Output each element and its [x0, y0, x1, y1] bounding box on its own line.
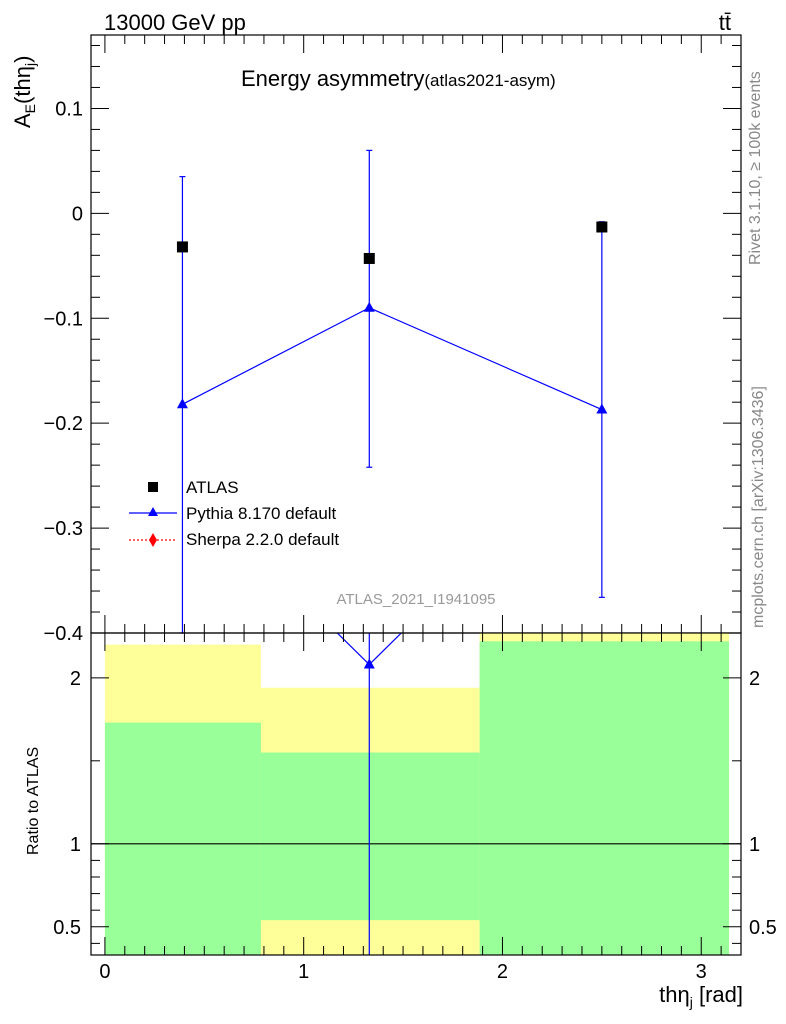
x-tick-label: 1 [298, 961, 309, 983]
main-y-tick-label: 0.1 [55, 98, 83, 120]
pythia-point [596, 403, 608, 414]
chart-title: Energy asymmetry(atlas2021-asym) [241, 66, 556, 91]
ratio-inner-band [479, 641, 730, 955]
main-y-tick-label: 0 [72, 203, 83, 225]
x-axis-label: thηj [rad] [659, 982, 743, 1010]
pythia-ratio-line [368, 632, 402, 665]
legend-entry-atlas: ATLAS [148, 478, 239, 497]
x-tick-label: 0 [99, 961, 110, 983]
main-y-tick-label: −0.3 [44, 518, 83, 540]
pythia-ratio-point [363, 658, 375, 669]
ratio-axis-ticks [91, 633, 742, 955]
main-panel: 0.1 0 −0.1 −0.2 −0.3 −0.4 Energy asymmetry(at… [10, 34, 742, 645]
ratio-y-tick-label-left: 2 [70, 668, 81, 690]
pythia-point [176, 398, 188, 409]
atlas-point [176, 241, 188, 253]
legend-label-sherpa: Sherpa 2.2.0 default [186, 530, 339, 549]
legend-label-pythia: Pythia 8.170 default [186, 504, 337, 523]
legend-triangle-marker [148, 507, 158, 516]
pythia-ratio-line [336, 632, 370, 665]
legend-square-marker [148, 482, 158, 492]
ratio-data-marks [91, 632, 741, 955]
ratio-y-tick-label-left: 1 [70, 834, 81, 856]
x-tick-label: 2 [497, 961, 508, 983]
rivet-label: Rivet 3.1.10, ≥ 100k events [747, 71, 764, 265]
legend-label-atlas: ATLAS [186, 478, 239, 497]
legend-entry-pythia: Pythia 8.170 default [129, 504, 337, 523]
ratio-bands [104, 633, 730, 955]
legend: ATLAS Pythia 8.170 default Sherpa 2.2.0 … [129, 478, 339, 549]
analysis-watermark: ATLAS_2021_I1941095 [336, 591, 495, 608]
ratio-inner-band [260, 752, 480, 921]
main-y-tick-label: −0.1 [44, 308, 83, 330]
pythia-line [182, 307, 603, 411]
main-y-tick-label: −0.4 [44, 623, 83, 645]
legend-diamond-marker [149, 533, 157, 547]
ratio-y-tick-label-right: 1 [749, 834, 760, 856]
main-y-axis-label: AE(thηj) [10, 56, 38, 128]
x-tick-labels: 0 1 2 3 [99, 961, 706, 983]
ratio-panel: 0.5 0.5 1 1 2 2 0 1 2 3 Ratio to ATLAS thηj [rad… [25, 632, 777, 1010]
pythia-point [363, 301, 375, 312]
energy-label: 13000 GeV pp [104, 10, 246, 35]
ratio-y-tick-label-right: 0.5 [749, 917, 777, 939]
ratio-y-axis-label: Ratio to ATLAS [25, 747, 42, 855]
ratio-inner-band [104, 722, 261, 955]
main-y-tick-label: −0.2 [44, 413, 83, 435]
main-data-marks [176, 149, 608, 634]
mcplots-label: mcplots.cern.ch [arXiv:1306.3436] [750, 386, 767, 628]
atlas-point [363, 252, 375, 264]
x-tick-label: 3 [696, 961, 707, 983]
ratio-y-tick-label-right: 2 [749, 668, 760, 690]
ratio-y-tick-labels: 0.5 0.5 1 1 2 2 [53, 668, 777, 939]
ratio-frame [90, 632, 742, 956]
ratio-y-tick-label-left: 0.5 [53, 917, 81, 939]
process-label: tt̄ [719, 10, 731, 35]
atlas-point [596, 221, 608, 233]
legend-entry-sherpa: Sherpa 2.2.0 default [129, 530, 339, 549]
main-y-tick-labels: 0.1 0 −0.1 −0.2 −0.3 −0.4 [44, 98, 83, 645]
